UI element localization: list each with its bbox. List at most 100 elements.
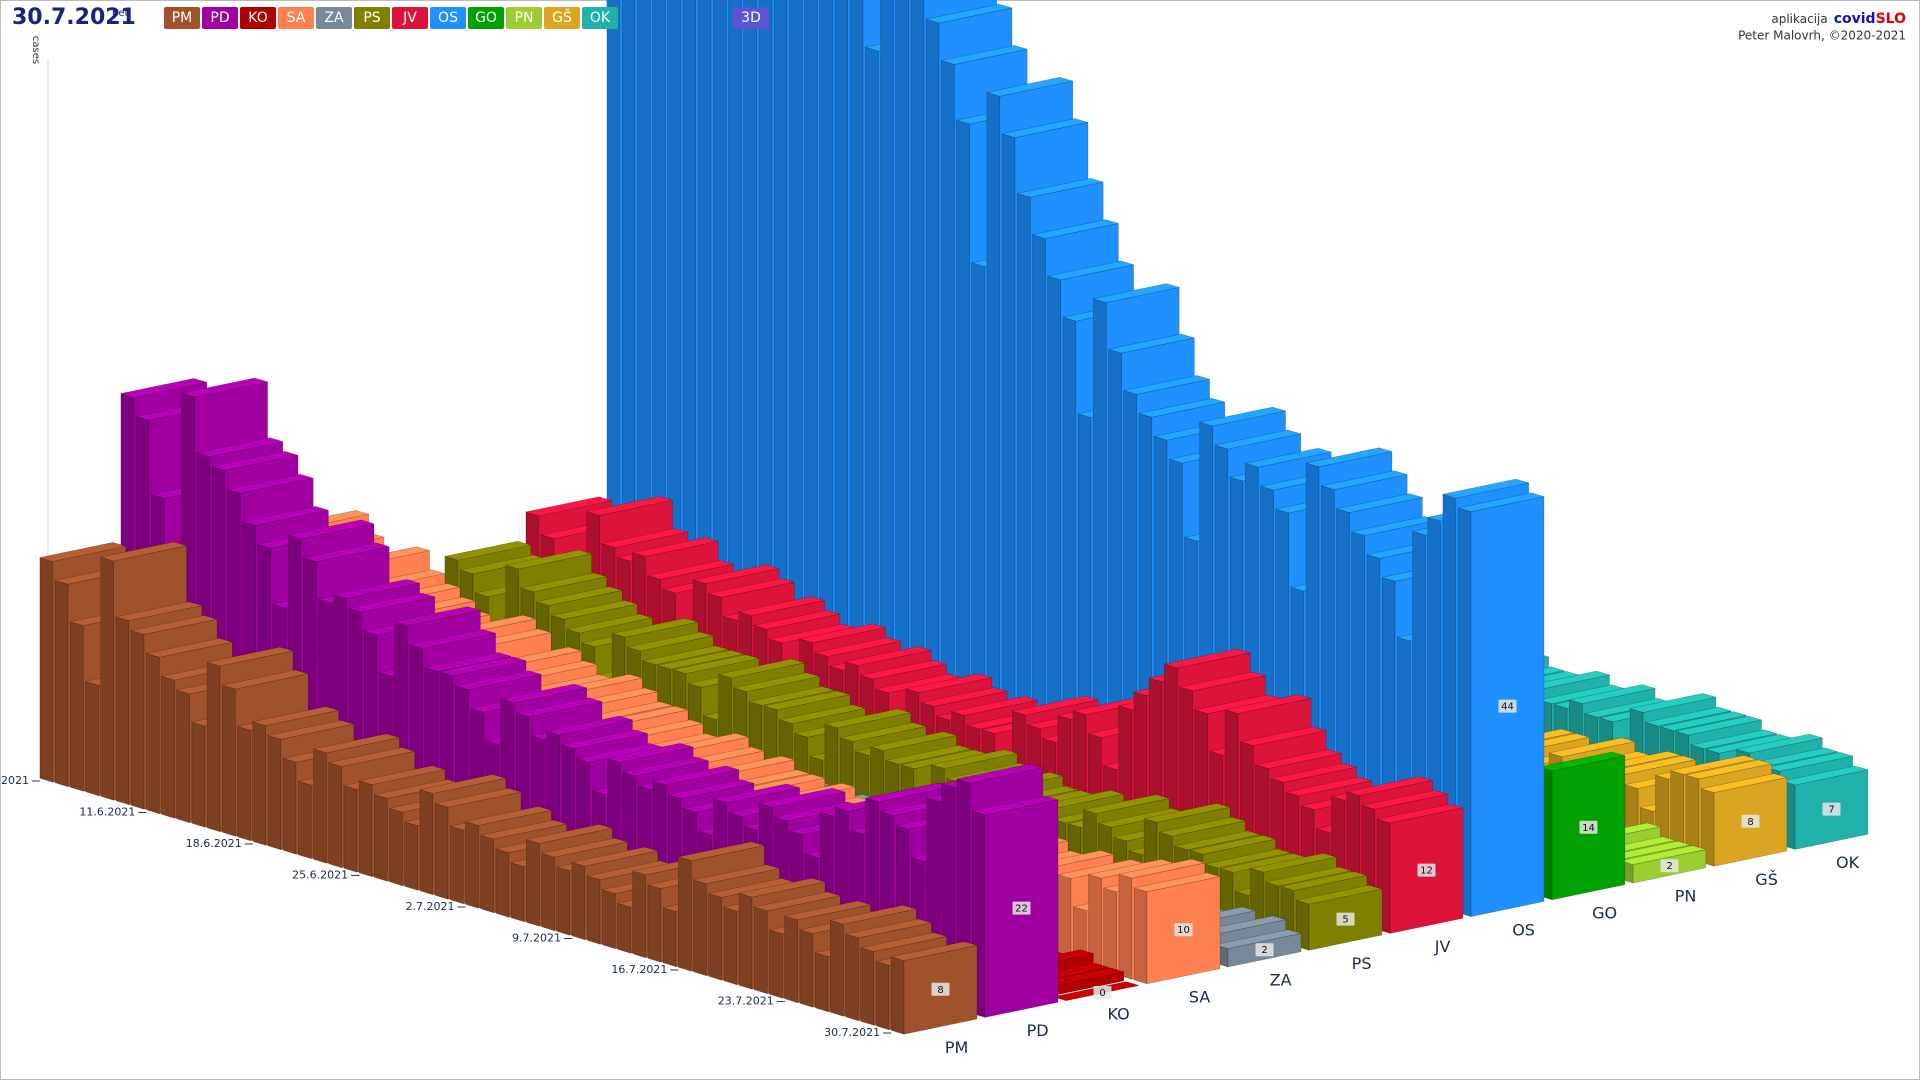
bar-top — [1017, 177, 1104, 198]
bar: 5 — [1295, 884, 1383, 951]
legend-button[interactable] — [164, 7, 200, 29]
bar-top — [516, 697, 603, 718]
value-label-box — [1822, 802, 1841, 816]
bar-side — [1057, 874, 1072, 962]
legend-label[interactable]: SA — [287, 10, 306, 26]
value-label: 8 — [937, 985, 943, 996]
toggle-3d-label[interactable]: 3D — [741, 10, 761, 26]
legend-button[interactable] — [468, 7, 504, 29]
bar-side — [146, 652, 160, 815]
legend-label[interactable]: PM — [172, 10, 193, 26]
bar-top — [905, 673, 992, 694]
legend-button[interactable] — [582, 7, 618, 29]
bar-top — [409, 629, 496, 649]
bar-top — [1675, 715, 1762, 736]
bar-top — [1549, 737, 1635, 758]
bar-top — [1108, 333, 1195, 354]
bar-top — [860, 659, 947, 680]
value-label-box — [1336, 912, 1355, 926]
bar-top — [1280, 871, 1367, 891]
bar-top — [1047, 260, 1134, 281]
bar-side — [1133, 887, 1148, 985]
bar: 14 — [1538, 751, 1626, 901]
bar-side — [723, 906, 738, 986]
bar-top — [525, 496, 612, 517]
bar-side — [100, 556, 114, 801]
legend-label[interactable]: OK — [590, 10, 611, 26]
bar-top — [505, 549, 592, 570]
bar-top — [536, 586, 623, 606]
bar-top — [1032, 219, 1119, 239]
legend-label[interactable]: KO — [248, 10, 267, 26]
legend-label[interactable]: PS — [363, 10, 380, 26]
bar-top — [333, 579, 420, 599]
bar-top — [435, 787, 522, 808]
bar: 0 — [1053, 981, 1140, 1001]
value-label: 7 — [1828, 805, 1834, 816]
legend: PM PD KO SA ZA PS JV OS GO PN GŠ OK — [164, 7, 618, 29]
legend-label[interactable]: GO — [475, 10, 497, 26]
bar-top — [541, 837, 628, 858]
value-label-box — [1174, 923, 1193, 937]
value-label: 14 — [1582, 823, 1595, 834]
legend-label[interactable]: PN — [515, 10, 534, 26]
legend-label[interactable]: OS — [438, 10, 458, 26]
legend-button[interactable] — [316, 7, 352, 29]
bar-top — [207, 646, 294, 667]
bar-top — [891, 941, 978, 961]
legend-label[interactable]: GŠ — [552, 8, 572, 26]
bar-top — [328, 747, 415, 767]
bar-side — [510, 862, 525, 923]
bar-side — [814, 952, 829, 1013]
legend-label[interactable]: ZA — [324, 10, 344, 26]
bar-top — [1164, 648, 1251, 669]
date-tick-label: 25.6.2021 — [292, 868, 348, 881]
bar-top — [708, 578, 795, 598]
value-label: 10 — [1177, 925, 1190, 936]
bar-side — [890, 956, 905, 1035]
bar-top — [1002, 118, 1089, 138]
bar-top — [551, 599, 638, 620]
bar-top — [607, 742, 694, 763]
bar-top — [566, 613, 653, 634]
legend-button[interactable] — [544, 7, 580, 29]
value-label: 0 — [1099, 988, 1105, 999]
bar-side — [693, 879, 707, 977]
legend-button[interactable] — [202, 7, 238, 29]
bar-top — [824, 708, 911, 729]
bar-top — [1645, 706, 1732, 727]
bar-side — [85, 680, 99, 797]
bar-top — [693, 564, 780, 585]
legend-label[interactable]: JV — [402, 10, 417, 26]
x-tick-label: OS — [1512, 920, 1535, 939]
bar-top — [860, 932, 947, 952]
app-name-b: SLO — [1876, 11, 1907, 27]
bar-top — [652, 765, 739, 786]
bar-side — [206, 661, 221, 833]
bar-top — [440, 656, 527, 677]
legend-button[interactable] — [278, 7, 314, 29]
bar-top — [926, 3, 1013, 24]
bar-side — [1001, 133, 1016, 783]
bar-top — [424, 652, 511, 672]
bar-top — [196, 437, 283, 458]
legend-button[interactable] — [430, 7, 466, 29]
legend-button[interactable] — [392, 7, 428, 29]
bar-side — [845, 933, 859, 1022]
bar-top — [303, 542, 390, 563]
bar-top — [359, 765, 446, 786]
toggle-3d[interactable] — [733, 7, 769, 29]
bar-top — [313, 733, 400, 754]
legend-button[interactable] — [506, 7, 542, 29]
bar-side — [895, 0, 909, 751]
bar-top — [845, 918, 932, 939]
legend-button[interactable] — [240, 7, 276, 29]
bar-side — [738, 892, 753, 990]
legend-button[interactable] — [354, 7, 390, 29]
bars: 7 8 2 14 44 12 5 2 10 0 22 8 — [39, 0, 1869, 1035]
bar-top — [718, 658, 805, 679]
bar: 10 — [1133, 872, 1221, 985]
bar-top — [146, 637, 233, 658]
legend-label[interactable]: PD — [210, 10, 229, 26]
